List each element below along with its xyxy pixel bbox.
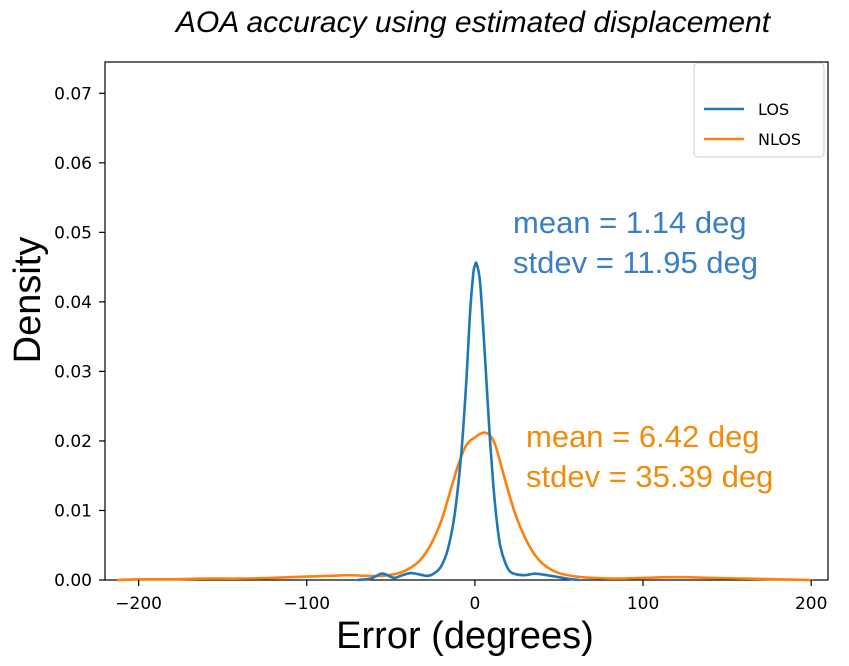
y-tick-label: 0.06	[54, 154, 92, 174]
x-tick-label: 200	[795, 594, 827, 614]
legend-label-los: LOS	[758, 100, 789, 119]
y-tick-label: 0.05	[54, 223, 92, 243]
series-lines	[117, 261, 813, 582]
los-stdev-annotation: stdev = 11.95 deg	[513, 245, 758, 280]
y-tick-label: 0.04	[54, 293, 92, 313]
series-line-los	[355, 261, 581, 582]
annotations: mean = 1.14 deg stdev = 11.95 deg mean =…	[513, 205, 773, 494]
y-tick-label: 0.01	[54, 501, 92, 521]
legend-label-nlos: NLOS	[758, 130, 801, 149]
chart-title: AOA accuracy using estimated displacemen…	[174, 6, 772, 39]
y-axis-label: Density	[7, 237, 49, 364]
legend-box	[693, 62, 825, 158]
plot-frame	[104, 61, 829, 581]
y-axis-ticks: 0.00 0.01 0.02 0.03 0.04 0.05 0.06 0.07	[54, 84, 105, 591]
x-tick-label: 100	[627, 594, 659, 614]
y-tick-label: 0.02	[54, 432, 92, 452]
x-tick-label: −200	[115, 594, 162, 614]
y-tick-label: 0.00	[54, 571, 92, 591]
legend: LOS NLOS	[693, 62, 825, 158]
plot-area	[104, 61, 829, 582]
x-axis-label: Error (degrees)	[336, 615, 594, 657]
y-tick-label: 0.03	[54, 362, 92, 382]
nlos-stdev-annotation: stdev = 35.39 deg	[526, 459, 773, 494]
x-tick-label: 0	[469, 594, 480, 614]
x-axis-ticks: −200 −100 0 100 200	[115, 580, 827, 614]
x-tick-label: −100	[283, 594, 330, 614]
y-tick-label: 0.07	[54, 84, 92, 104]
los-mean-annotation: mean = 1.14 deg	[513, 205, 747, 240]
nlos-mean-annotation: mean = 6.42 deg	[526, 419, 760, 454]
series-line-nlos	[117, 431, 813, 582]
